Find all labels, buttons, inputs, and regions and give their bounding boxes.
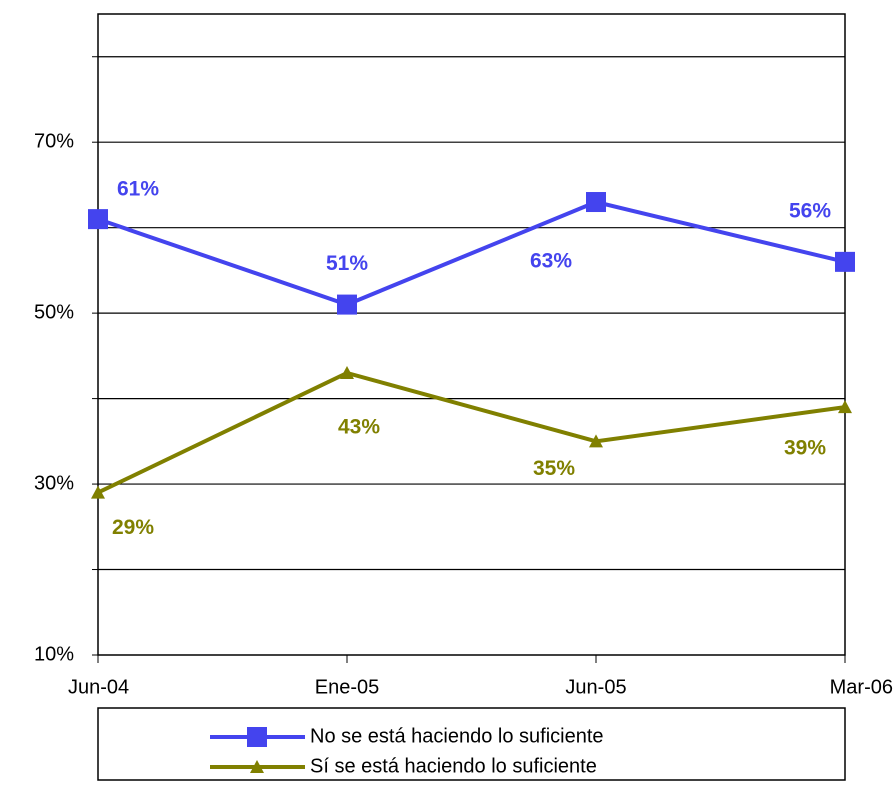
legend-label: Sí se está haciendo lo suficiente (310, 755, 597, 777)
point (340, 365, 354, 379)
y-tick-label: 70% (34, 130, 74, 152)
data-label: 51% (326, 252, 368, 275)
data-label: 29% (112, 516, 154, 539)
data-label: 61% (117, 178, 159, 201)
x-tick-label: Mar-06 (830, 676, 893, 698)
point (586, 192, 606, 213)
legend-marker (250, 760, 264, 773)
series-line (97, 199, 846, 307)
legend-marker (247, 727, 267, 747)
data-label: 39% (784, 437, 826, 460)
plot-area (97, 13, 846, 656)
y-tick-label: 50% (34, 301, 74, 323)
point (838, 400, 852, 414)
data-label: 63% (530, 250, 572, 273)
x-tick-label: Jun-05 (565, 676, 626, 698)
data-label: 56% (789, 199, 831, 222)
point (88, 209, 108, 230)
x-tick-label: Ene-05 (315, 676, 380, 698)
y-tick-label: 30% (34, 472, 74, 494)
data-label: 43% (338, 416, 380, 439)
legend-label: No se está haciendo lo suficiente (310, 725, 604, 747)
point (91, 485, 105, 499)
data-label: 35% (533, 457, 575, 480)
point (337, 294, 357, 315)
point (835, 251, 855, 272)
point (589, 434, 603, 448)
x-tick-label: Jun-04 (68, 676, 129, 698)
series-line (97, 370, 846, 495)
y-tick-label: 10% (34, 643, 74, 665)
